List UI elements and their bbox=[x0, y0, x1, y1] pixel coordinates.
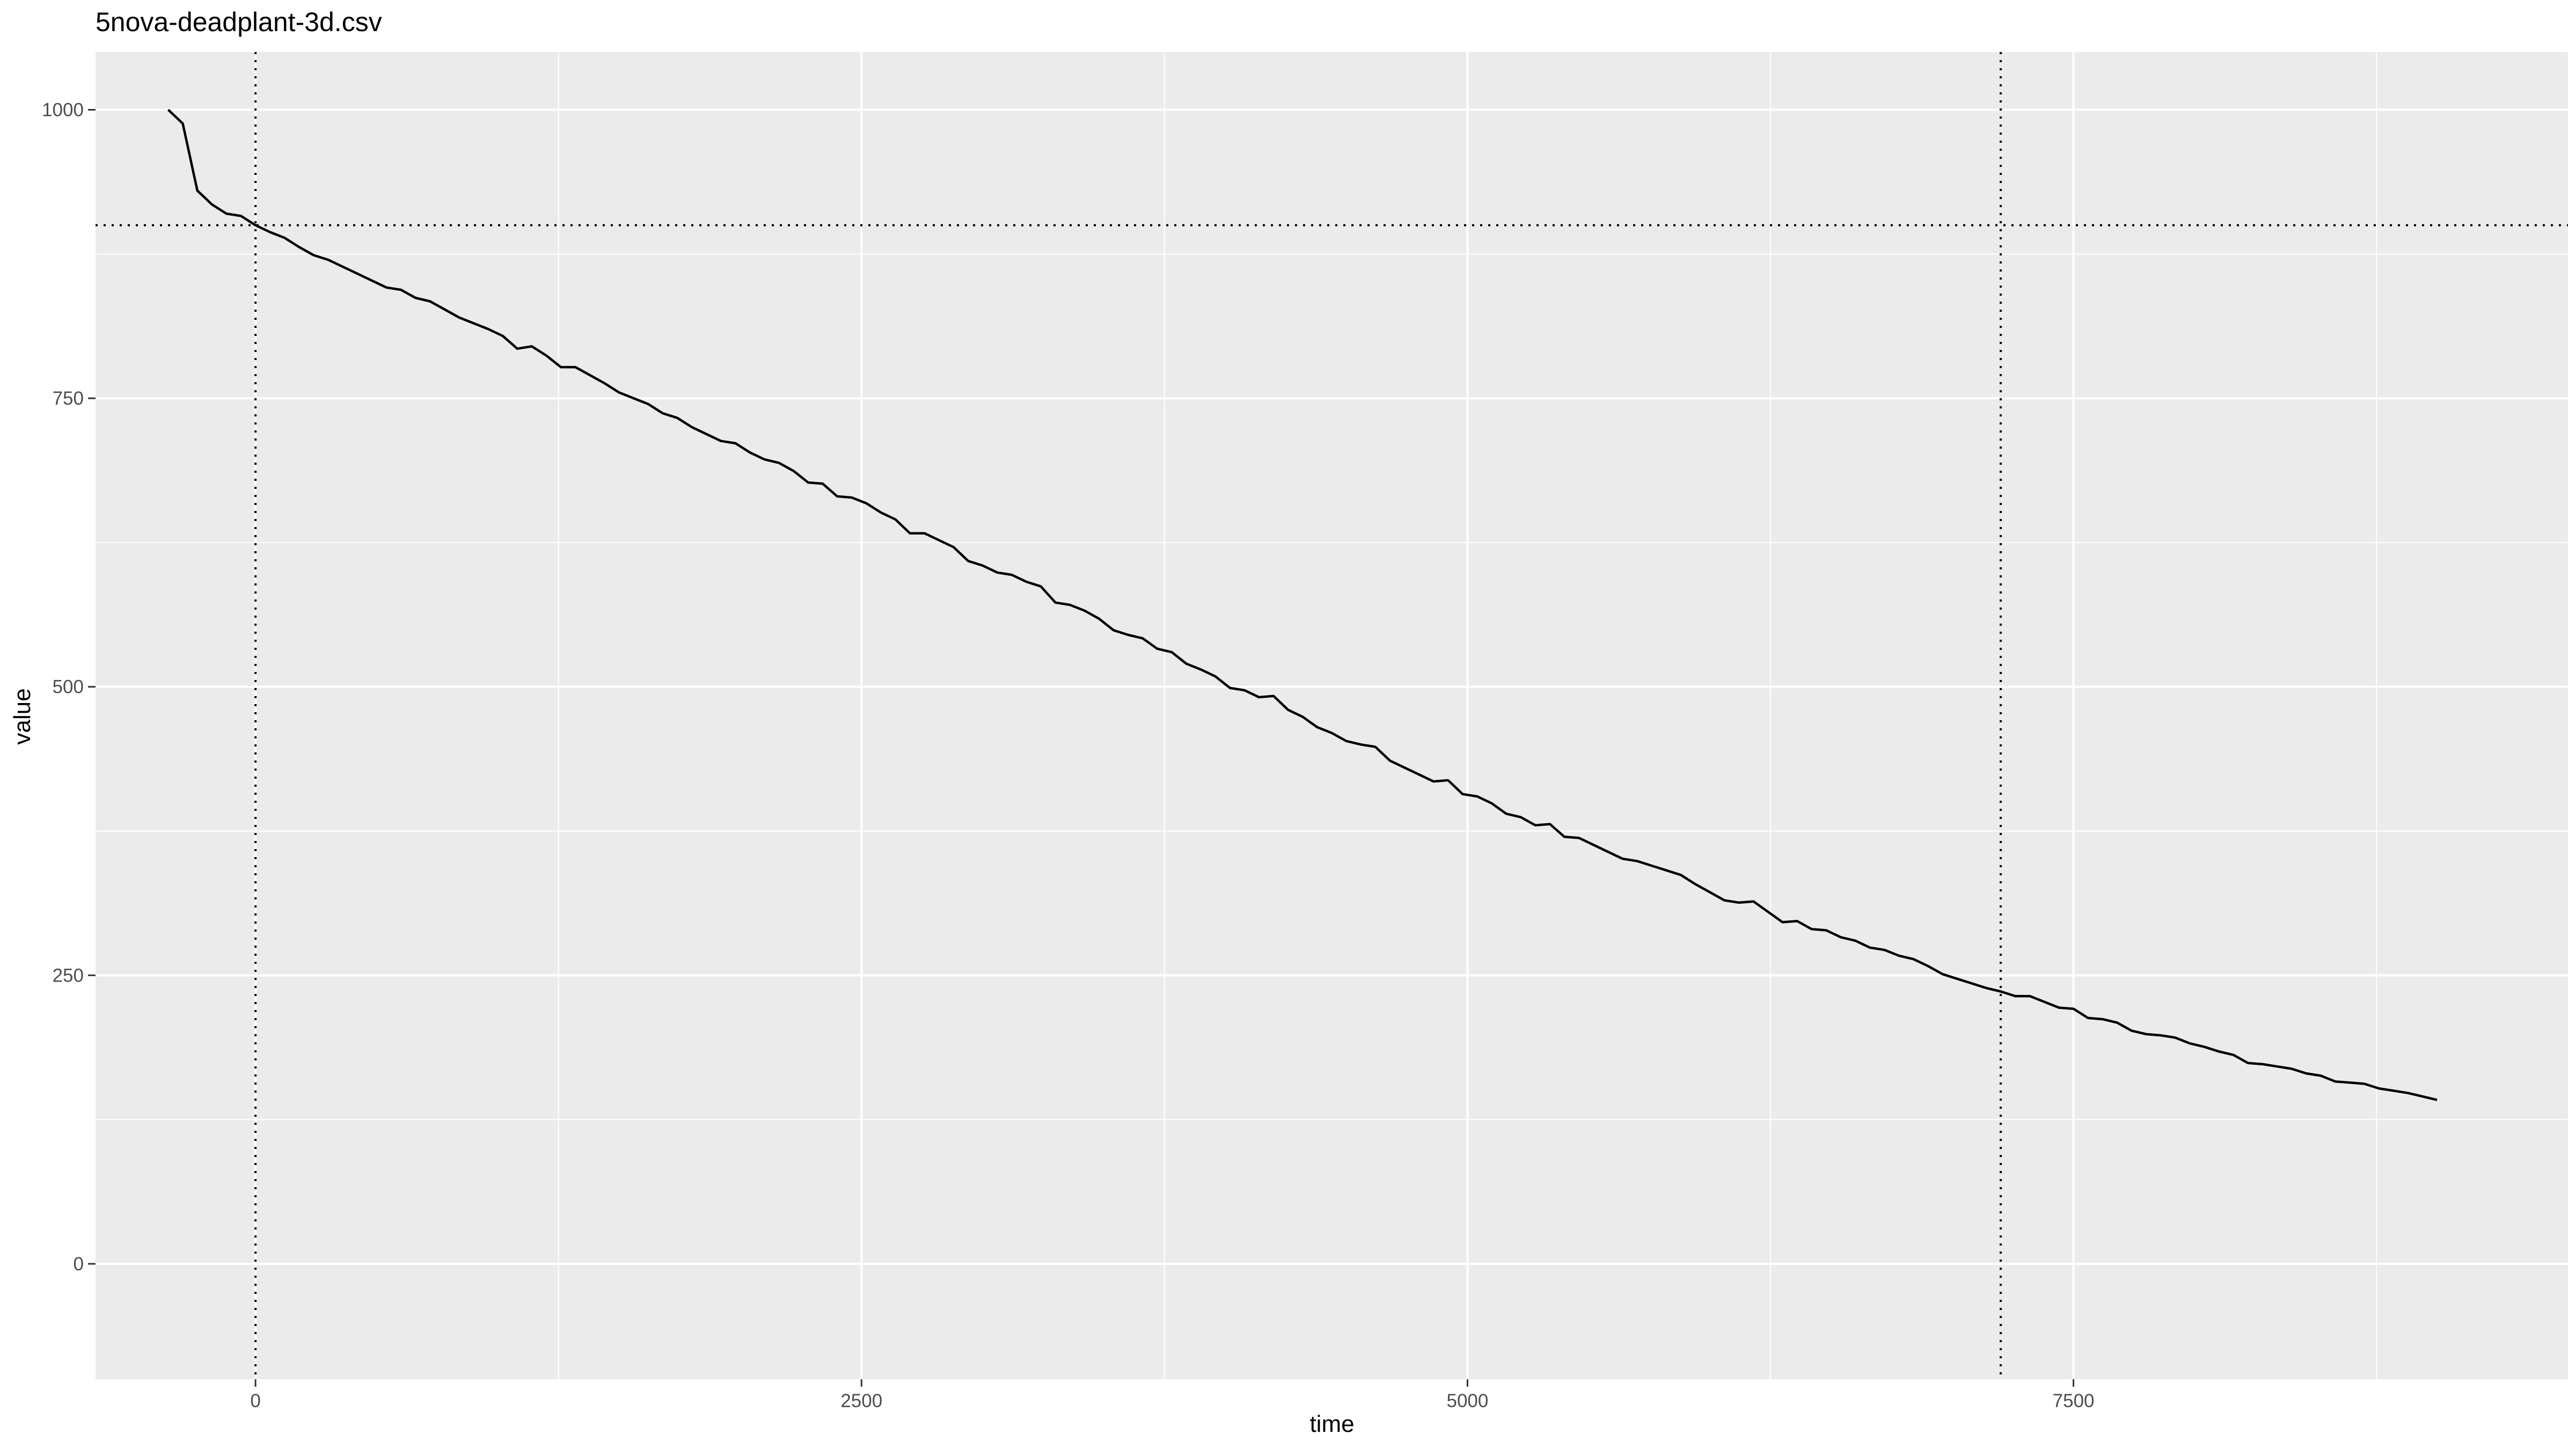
plot-panel bbox=[96, 52, 2568, 1379]
y-tick-label: 500 bbox=[53, 677, 84, 698]
x-tick-label: 7500 bbox=[2053, 1391, 2095, 1411]
y-axis: 0 250 500 750 1000 bbox=[42, 100, 96, 1275]
x-axis: 0 2500 5000 7500 bbox=[250, 1379, 2095, 1411]
minor-gridlines bbox=[96, 52, 2568, 1379]
y-axis-title: value bbox=[9, 688, 35, 744]
x-tick-label: 5000 bbox=[1446, 1391, 1488, 1411]
x-tick-label: 0 bbox=[250, 1391, 260, 1411]
y-tick-label: 250 bbox=[53, 965, 84, 986]
chart-title: 5nova-deadplant-3d.csv bbox=[96, 7, 382, 37]
y-tick-label: 1000 bbox=[42, 100, 84, 121]
y-tick-label: 0 bbox=[74, 1254, 84, 1275]
x-axis-title: time bbox=[1309, 1411, 1354, 1437]
series-line bbox=[167, 108, 2438, 1101]
reference-lines bbox=[96, 52, 2568, 1379]
x-tick-label: 2500 bbox=[840, 1391, 882, 1411]
major-gridlines bbox=[96, 52, 2568, 1379]
y-tick-label: 750 bbox=[53, 388, 84, 409]
